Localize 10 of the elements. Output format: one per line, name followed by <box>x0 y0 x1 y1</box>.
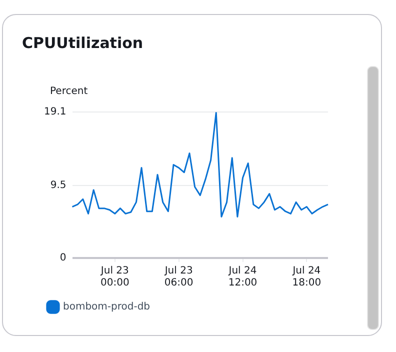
y-tick-label: 0 <box>60 252 66 264</box>
x-tick-label: Jul 24 18:00 <box>292 266 322 289</box>
y-axis-title: Percent <box>50 86 88 97</box>
y-tick-label: 9.5 <box>50 180 66 191</box>
legend-label: bombom-prod-db <box>63 302 150 313</box>
y-tick-label: 19.1 <box>44 106 66 118</box>
chart-title: CPUUtilization <box>22 34 144 52</box>
x-tick-label: Jul 23 06:00 <box>164 266 194 289</box>
x-tick-label: Jul 23 00:00 <box>100 266 130 289</box>
x-tick-label: Jul 24 12:00 <box>228 266 258 289</box>
